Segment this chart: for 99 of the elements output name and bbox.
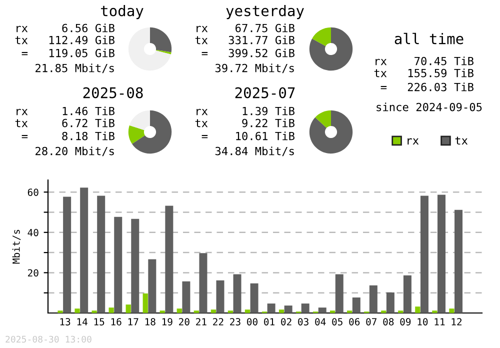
x-tick-label: 04 xyxy=(315,318,326,326)
bar xyxy=(449,308,454,313)
donut-slice xyxy=(129,110,150,130)
text: 28.20 Mbit/s xyxy=(36,146,114,156)
bar xyxy=(335,274,344,313)
text: = 119.05 GiB xyxy=(22,48,114,58)
x-tick-label: 18 xyxy=(145,318,156,326)
y-axis-title: Mbit/s xyxy=(12,230,21,264)
legend-label: rx xyxy=(408,138,419,144)
bar xyxy=(244,310,250,313)
chart-title: 2025-08 xyxy=(83,87,143,98)
text: rx 1.39 TiB xyxy=(196,106,294,116)
x-tick-label: 00 xyxy=(247,318,258,326)
x-tick-label: 20 xyxy=(179,318,190,326)
bar xyxy=(74,308,80,313)
chart-title: yesterday xyxy=(226,4,304,20)
text: rx 70.45 TiB xyxy=(376,56,474,66)
bar xyxy=(420,196,428,313)
chart-title: today xyxy=(100,4,144,20)
legend-label: tx xyxy=(455,136,468,144)
bar xyxy=(210,310,216,313)
bar xyxy=(148,259,156,313)
bar xyxy=(250,283,258,313)
x-tick-label: 16 xyxy=(111,318,122,326)
text: tx 331.77 GiB xyxy=(195,36,294,44)
x-tick-label: 10 xyxy=(418,318,428,326)
x-tick-label: 08 xyxy=(383,318,394,326)
bar xyxy=(278,310,284,313)
bar xyxy=(182,281,190,313)
y-tick-label: 60 xyxy=(28,188,38,196)
donut-slice xyxy=(132,110,172,154)
donut-slice xyxy=(150,27,172,52)
x-tick-label: 02 xyxy=(281,318,292,326)
x-tick-label: 14 xyxy=(77,318,88,326)
text: = 399.52 GiB xyxy=(202,48,294,58)
bar xyxy=(97,196,106,313)
text: = 226.03 TiB xyxy=(380,82,474,92)
bar xyxy=(216,280,224,313)
bar xyxy=(301,304,310,313)
x-tick-label: 13 xyxy=(60,318,70,326)
bar xyxy=(352,297,360,313)
bar xyxy=(386,292,394,313)
x-tick-label: 03 xyxy=(298,318,308,326)
donut-slice xyxy=(309,27,353,71)
text: rx 6.56 GiB xyxy=(16,24,114,32)
text: tx 9.22 TiB xyxy=(195,118,294,128)
text: tx 112.49 GiB xyxy=(15,36,114,44)
bar xyxy=(403,275,412,313)
x-tick-label: 07 xyxy=(366,318,376,326)
bar xyxy=(108,308,114,313)
text: = 8.18 TiB xyxy=(22,132,114,140)
x-tick-label: 22 xyxy=(213,318,224,326)
text: all time xyxy=(394,32,464,44)
bar xyxy=(437,194,446,313)
text: tx 155.59 TiB xyxy=(374,68,474,78)
bar xyxy=(176,308,182,313)
text: rx 67.75 GiB xyxy=(196,24,294,32)
donut-slice xyxy=(309,110,353,154)
text: 39.72 Mbit/s xyxy=(215,64,294,74)
donut-slice xyxy=(315,110,331,128)
bar xyxy=(369,285,378,313)
bar xyxy=(126,304,131,313)
y-tick-label: 20 xyxy=(28,269,38,277)
text: tx 6.72 TiB xyxy=(15,118,114,128)
bar xyxy=(131,218,140,313)
bar xyxy=(142,293,148,313)
text: since 2024-09-05 xyxy=(376,102,482,112)
bar xyxy=(199,253,208,313)
donut-slice xyxy=(128,125,145,144)
x-tick-label: 06 xyxy=(349,318,360,326)
text: 21.85 Mbit/s xyxy=(36,64,114,74)
x-tick-label: 05 xyxy=(332,318,342,326)
y-tick-label: 40 xyxy=(28,228,38,236)
bar xyxy=(114,216,122,313)
bar xyxy=(233,274,242,313)
bar xyxy=(165,206,174,313)
bar xyxy=(454,210,463,313)
x-tick-label: 01 xyxy=(264,318,274,326)
x-tick-label: 12 xyxy=(452,318,462,326)
text: = 10.61 TiB xyxy=(202,132,294,140)
donut-slice xyxy=(128,27,171,71)
bar xyxy=(415,306,420,313)
x-tick-label: 09 xyxy=(400,318,411,326)
donut-slice xyxy=(156,50,172,54)
bar xyxy=(267,304,276,313)
x-tick-label: 15 xyxy=(94,318,104,326)
bar xyxy=(63,196,72,313)
x-tick-label: 17 xyxy=(128,318,138,326)
bar xyxy=(80,188,88,313)
text: 34.84 Mbit/s xyxy=(215,146,294,156)
x-tick-label: 21 xyxy=(196,318,206,326)
x-tick-label: 19 xyxy=(162,318,172,326)
x-tick-label: 23 xyxy=(230,318,240,326)
x-tick-label: 11 xyxy=(434,318,445,326)
chart-title: 2025-07 xyxy=(235,87,295,98)
text: rx 1.46 TiB xyxy=(16,106,114,116)
donut-slice xyxy=(312,27,331,46)
bar xyxy=(284,306,292,313)
bar xyxy=(318,308,326,313)
